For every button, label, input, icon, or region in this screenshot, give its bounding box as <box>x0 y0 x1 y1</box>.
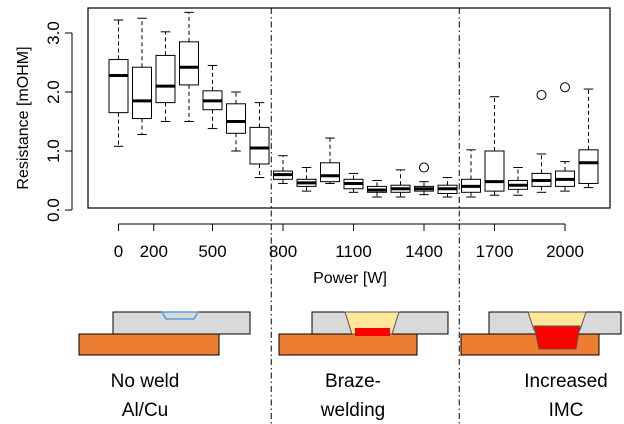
diagram-no-weld <box>78 311 251 356</box>
box-9 <box>296 167 317 192</box>
box-21 <box>578 88 599 189</box>
x-tick-label: 500 <box>198 242 226 261</box>
box-8 <box>273 155 293 184</box>
y-axis: 0.0 1.0 2.0 3.0 <box>44 21 73 222</box>
box-4 <box>179 11 199 122</box>
diagram-increased-imc <box>460 311 622 356</box>
box-15 <box>437 177 458 198</box>
iqr-box <box>484 150 505 192</box>
caption-braze-line2: welding <box>320 400 385 421</box>
caption-imc-line2: IMC <box>549 400 584 421</box>
box-19 <box>531 89 552 193</box>
caption-imc-line1: Increased <box>524 371 607 392</box>
x-tick-label: 0 <box>114 242 123 261</box>
caption-no-weld-line1: No weld <box>111 371 180 392</box>
outlier-point <box>560 82 570 93</box>
iqr-box <box>249 126 270 165</box>
caption-no-weld-line2: Al/Cu <box>122 400 168 421</box>
box-3 <box>155 31 176 122</box>
x-axis: 0 200 500 800 1100 1400 1700 2000 <box>114 223 584 261</box>
box-7 <box>249 102 270 179</box>
outlier-point <box>536 89 547 100</box>
caption-braze-line1: Braze- <box>325 371 381 392</box>
region-captions: No weld Al/Cu Braze- welding Increased I… <box>111 371 608 421</box>
x-tick-label: 200 <box>140 242 168 261</box>
imc-layer-thin <box>355 328 390 336</box>
box-5 <box>202 64 223 130</box>
x-tick-label: 1400 <box>405 242 443 261</box>
aluminum-sheet <box>112 311 251 335</box>
region-dividers <box>270 8 460 424</box>
x-tick-label: 2000 <box>546 242 584 261</box>
x-tick-label: 1700 <box>476 242 514 261</box>
copper-sheet <box>78 333 220 356</box>
x-tick-label: 800 <box>269 242 297 261</box>
box-17 <box>484 96 505 196</box>
y-tick-label: 2.0 <box>44 80 63 104</box>
iqr-box <box>578 149 599 184</box>
y-axis-label: Resistance [mOHM] <box>15 46 32 189</box>
box-10 <box>320 137 340 184</box>
box-12 <box>367 180 387 198</box>
y-tick-label: 0.0 <box>44 198 63 222</box>
plot-frame <box>87 7 611 209</box>
box-6 <box>226 91 246 152</box>
diagram-braze-welding <box>278 311 449 356</box>
box-13 <box>390 169 411 198</box>
copper-sheet <box>278 333 418 356</box>
box-16 <box>461 149 481 198</box>
weld-pool-shallow <box>160 311 200 320</box>
box-14 <box>414 162 434 196</box>
box-1 <box>108 19 129 147</box>
y-tick-label: 3.0 <box>44 21 63 45</box>
iqr-box <box>132 66 152 120</box>
box-2 <box>132 17 152 135</box>
box-20 <box>555 82 575 192</box>
x-tick-label: 1100 <box>335 242 372 261</box>
y-tick-label: 1.0 <box>44 139 63 163</box>
box-18 <box>508 167 528 196</box>
x-axis-label: Power [W] <box>313 270 387 287</box>
iqr-box <box>226 103 246 134</box>
iqr-box <box>320 162 340 183</box>
imc-layer-thick <box>533 325 581 350</box>
outlier-point <box>419 162 429 173</box>
boxes-group <box>108 11 599 198</box>
iqr-box <box>155 54 176 104</box>
boxplot-chart: 0.01.02.03.0 0 200 500 800 1100 1400 1700 2000 … <box>15 7 611 287</box>
joint-diagrams <box>78 311 622 356</box>
box-11 <box>343 172 364 193</box>
iqr-box <box>108 59 129 114</box>
iqr-box <box>179 41 199 86</box>
